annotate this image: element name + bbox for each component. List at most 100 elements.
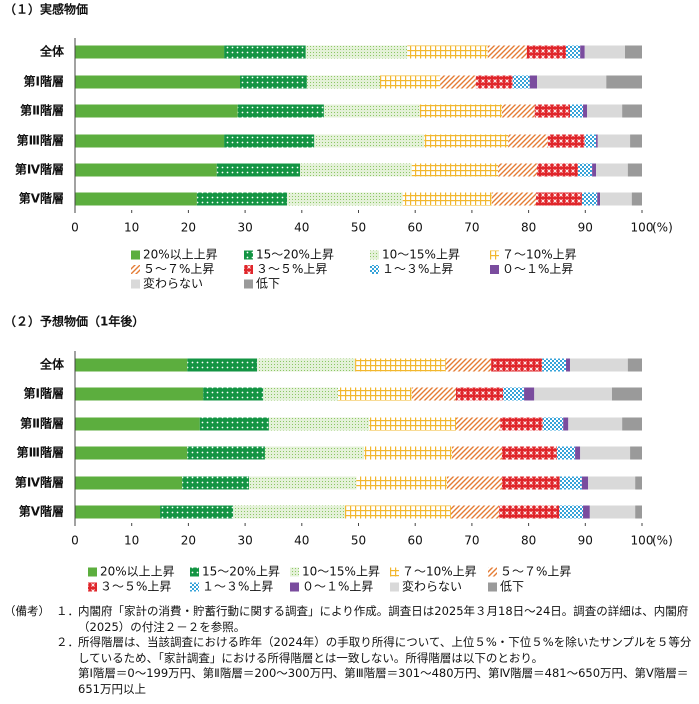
- bar-segment: [627, 358, 642, 372]
- category-label: 全体: [39, 44, 65, 59]
- x-tick-label: 80: [521, 221, 536, 235]
- bar-segment: [597, 134, 631, 148]
- bar-segment: [534, 104, 570, 118]
- bar-segment: [160, 505, 234, 519]
- category-label: 第Ⅰ階層: [24, 386, 64, 401]
- x-tick-label: 100: [631, 534, 654, 548]
- legend-label: 20%以上上昇: [143, 248, 218, 262]
- bar-segment: [369, 417, 457, 431]
- legend-label: １～３%上昇: [382, 262, 453, 276]
- bar-segment: [364, 446, 453, 460]
- bar-segment: [233, 505, 345, 519]
- bar-segment: [75, 45, 225, 59]
- bar-segment: [456, 387, 504, 401]
- note-text: 内閣府「家計の消費・貯蓄行動に関する調査」により作成。調査日は2025年３月18…: [78, 604, 689, 634]
- bar-segment: [203, 387, 264, 401]
- category-label: 第Ⅴ階層: [19, 191, 64, 206]
- bar-segment: [75, 417, 200, 431]
- x-tick-label: 50: [351, 221, 366, 235]
- category-label: 全体: [39, 357, 65, 372]
- category-label: 第Ⅴ階層: [19, 504, 64, 519]
- legend-label: ０～１%上昇: [302, 580, 373, 594]
- bar-segment: [547, 134, 585, 148]
- bar-segment: [563, 417, 569, 431]
- bar-segment: [581, 192, 598, 206]
- category-label: 第Ⅱ階層: [20, 416, 64, 431]
- bar-segment: [491, 192, 536, 206]
- bar-segment: [257, 358, 356, 372]
- x-tick-label: 40: [294, 221, 309, 235]
- x-tick-label: 20: [181, 534, 196, 548]
- bar-segment: [75, 358, 188, 372]
- bar-segment: [75, 505, 161, 519]
- x-tick-label: 30: [237, 534, 252, 548]
- x-tick-label: 30: [237, 221, 252, 235]
- legend-label: ３～５%上昇: [100, 580, 171, 594]
- x-tick-label: 90: [578, 534, 593, 548]
- legend-label: ０～１%上昇: [502, 262, 573, 276]
- legend-swatch: [390, 567, 399, 577]
- notes: （備考） １． 内閣府「家計の消費・貯蓄行動に関する調査」により作成。調査日は202…: [4, 604, 696, 697]
- bar-segment: [537, 163, 578, 177]
- bar-segment: [512, 75, 530, 89]
- bar-segment: [300, 163, 412, 177]
- x-tick-label: 90: [578, 221, 593, 235]
- bar-segment: [456, 417, 501, 431]
- bar-segment: [542, 358, 567, 372]
- legend-label: 15～20%上昇: [202, 565, 280, 579]
- bar-segment: [569, 358, 628, 372]
- legend-swatch: [290, 582, 299, 592]
- bar-segment: [635, 505, 642, 519]
- bar-segment: [75, 163, 217, 177]
- bar-segment: [503, 387, 525, 401]
- bar-segment: [537, 75, 607, 89]
- legend-swatch: [131, 279, 140, 289]
- bar-segment: [611, 387, 642, 401]
- bar-segment: [499, 505, 560, 519]
- note-row: （備考） １． 内閣府「家計の消費・貯蓄行動に関する調査」により作成。調査日は202…: [4, 604, 696, 635]
- x-tick-label: 60: [408, 221, 423, 235]
- x-tick-label: 20: [181, 221, 196, 235]
- bar-segment: [508, 134, 548, 148]
- bar-segment: [600, 192, 632, 206]
- bar-segment: [559, 476, 582, 490]
- bar-segment: [356, 476, 447, 490]
- bar-segment: [592, 163, 597, 177]
- legend-swatch: [190, 582, 199, 592]
- bar-segment: [580, 45, 585, 59]
- bar-segment: [566, 45, 581, 59]
- x-axis-label: (%): [652, 534, 673, 548]
- x-tick-label: 100: [631, 221, 654, 235]
- bar-segment: [287, 192, 403, 206]
- legend-swatch: [131, 265, 140, 274]
- legend-swatch: [370, 250, 379, 260]
- x-tick-label: 0: [71, 534, 79, 548]
- bar-segment: [568, 417, 623, 431]
- bar-segment: [583, 505, 590, 519]
- legend-swatch: [131, 250, 140, 260]
- bar-segment: [575, 446, 581, 460]
- bar-segment: [344, 505, 451, 519]
- bar-segment: [268, 417, 370, 431]
- bar-segment: [182, 476, 250, 490]
- category-label: 第Ⅲ階層: [17, 445, 64, 460]
- chart-title: （１）実感物価: [4, 2, 88, 17]
- bar-segment: [622, 417, 642, 431]
- legend-swatch: [244, 250, 253, 260]
- x-tick-label: 40: [294, 534, 309, 548]
- bar-segment: [581, 476, 589, 490]
- legend-swatch: [88, 582, 97, 592]
- bar-segment: [263, 387, 339, 401]
- bar-segment: [534, 387, 612, 401]
- legend-label: ５～７%上昇: [500, 565, 571, 579]
- bar-segment: [411, 163, 498, 177]
- legend-swatch: [488, 582, 497, 592]
- bar-segment: [75, 387, 204, 401]
- x-tick-label: 70: [464, 534, 479, 548]
- bar-segment: [440, 75, 476, 89]
- bar-segment: [446, 476, 502, 490]
- bar-segment: [596, 134, 598, 148]
- x-axis-label: (%): [652, 221, 673, 235]
- bar-segment: [75, 446, 188, 460]
